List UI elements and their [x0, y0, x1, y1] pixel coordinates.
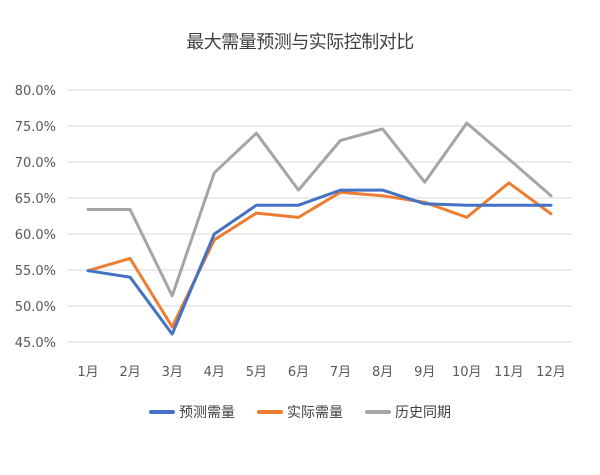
x-tick-label: 2月 [119, 365, 140, 380]
y-tick-label: 65.0% [15, 192, 56, 207]
y-tick-label: 80.0% [15, 84, 56, 99]
y-tick-label: 60.0% [15, 228, 56, 243]
legend-item-historical: 历史同期 [365, 402, 451, 422]
series-line-actual [86, 181, 553, 329]
x-tick-label: 7月 [330, 365, 351, 380]
x-tick-label: 4月 [204, 365, 225, 380]
x-tick-label: 1月 [77, 365, 98, 380]
x-tick-label: 11月 [494, 365, 524, 380]
x-tick-label: 12月 [536, 365, 566, 380]
x-axis-labels: 1月 2月 3月 4月 5月 6月 7月 8月 9月 10月 11月 12月 [77, 365, 565, 380]
x-tick-label: 6月 [288, 365, 309, 380]
x-tick-label: 8月 [372, 365, 393, 380]
legend-label: 预测需量 [179, 405, 235, 421]
series-line-historical [86, 121, 553, 298]
series-line-forecast [86, 188, 553, 336]
legend-swatch-historical [365, 410, 391, 414]
x-tick-label: 3月 [162, 365, 183, 380]
gridlines [67, 89, 572, 343]
legend-swatch-actual [257, 410, 283, 414]
legend-label: 实际需量 [287, 405, 343, 421]
y-tick-label: 55.0% [15, 264, 56, 279]
y-tick-label: 45.0% [15, 336, 56, 351]
y-tick-label: 50.0% [15, 300, 56, 315]
legend-label: 历史同期 [395, 405, 451, 421]
y-tick-label: 70.0% [15, 156, 56, 171]
legend-item-forecast: 预测需量 [149, 402, 235, 422]
x-tick-label: 9月 [414, 365, 435, 380]
y-axis-labels: 45.0% 50.0% 55.0% 60.0% 65.0% 70.0% 75.0% 80.0% [15, 84, 56, 351]
x-tick-label: 5月 [246, 365, 267, 380]
x-tick-label: 10月 [452, 365, 482, 380]
chart-title: 最大需量预测与实际控制对比 [186, 32, 414, 53]
legend-item-actual: 实际需量 [257, 402, 343, 422]
y-tick-label: 75.0% [15, 120, 56, 135]
series-lines [86, 121, 553, 336]
legend-swatch-forecast [149, 410, 175, 414]
legend: 预测需量 实际需量 历史同期 [0, 402, 600, 422]
